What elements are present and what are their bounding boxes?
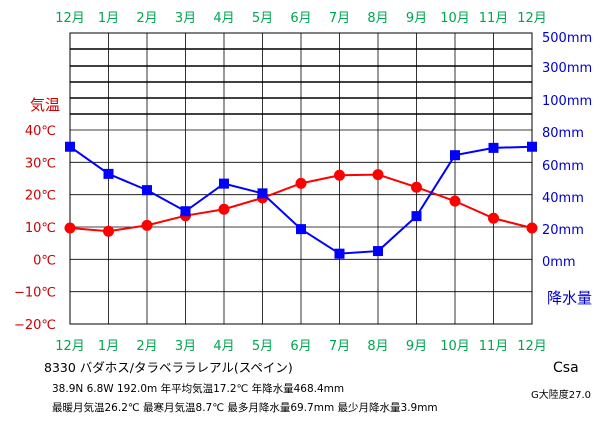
top-month-label: 2月 (136, 11, 157, 26)
bottom-month-label: 9月 (406, 339, 427, 354)
top-month-label: 12月 (55, 11, 85, 26)
left-tick-label: 20℃ (25, 189, 56, 204)
precipitation-point (488, 142, 499, 153)
precipitation-point (450, 150, 460, 161)
precipitation-point (180, 206, 191, 217)
precipitation-point (373, 246, 383, 257)
right-axis: 500mm 300mm 100mm 80mm 60mm 40mm 20mm 0mm 降水量 (542, 31, 592, 307)
temperature-point (526, 222, 538, 234)
left-tick-label: 0℃ (33, 253, 56, 268)
precipitation-point (103, 168, 114, 179)
right-tick-label: 300mm (542, 61, 592, 76)
precipitation-point (219, 178, 229, 189)
bottom-month-label: 11月 (479, 339, 509, 354)
top-month-labels: 12月 1月 2月 3月 4月 5月 6月 7月 8月 9月 10月 11月 12月 (55, 11, 547, 26)
bottom-month-label: 4月 (213, 339, 234, 354)
station-records: 最暖月気温26.2℃ 最寒月気温8.7℃ 最多月降水量69.7mm 最少月降水量… (52, 402, 438, 414)
bottom-month-label: 7月 (329, 339, 350, 354)
precipitation-point (296, 224, 306, 235)
series-layer (64, 141, 538, 259)
top-month-label: 3月 (175, 11, 196, 26)
precipitation-point (65, 141, 75, 152)
bottom-month-label: 5月 (252, 339, 273, 354)
bottom-month-label: 12月 (55, 339, 85, 354)
station-name: 8330 バダホス/タラベララレアル(スペイン) (44, 360, 293, 375)
continentality-index: G大陸度27.0 (531, 390, 592, 401)
right-tick-label: 40mm (542, 191, 584, 206)
top-month-label: 7月 (329, 11, 350, 26)
top-month-label: 4月 (213, 11, 234, 26)
plot-frame (69, 32, 533, 325)
temperature-point (103, 225, 114, 237)
top-month-label: 10月 (440, 11, 470, 26)
bottom-month-label: 2月 (136, 339, 157, 354)
temperature-point (449, 195, 461, 207)
bottom-month-label: 1月 (98, 339, 119, 354)
bottom-month-label: 8月 (367, 339, 388, 354)
right-tick-label: 80mm (542, 126, 584, 141)
left-tick-label: 30℃ (25, 156, 56, 171)
bottom-month-label: 3月 (175, 339, 196, 354)
top-month-label: 11月 (479, 11, 509, 26)
bottom-month-label: 6月 (290, 339, 311, 354)
left-axis: 気温 40℃ 30℃ 20℃ 10℃ 0℃ −10℃ −20℃ (14, 96, 60, 333)
precipitation-point (257, 188, 268, 199)
bottom-month-label: 10月 (440, 339, 470, 354)
station-details: 38.9N 6.8W 192.0m 年平均気温17.2℃ 年降水量468.4mm (52, 383, 345, 395)
top-month-label: 1月 (98, 11, 119, 26)
temperature-point (218, 203, 230, 215)
climate-code: Csa (553, 360, 579, 376)
left-tick-label: 40℃ (25, 124, 56, 139)
bottom-month-labels: 12月 1月 2月 3月 4月 5月 6月 7月 8月 9月 10月 11月 12月 (55, 339, 547, 354)
top-month-label: 8月 (367, 11, 388, 26)
temperature-point (64, 222, 76, 234)
right-tick-label: 500mm (542, 31, 592, 46)
temperature-point (141, 219, 153, 231)
right-tick-label: 100mm (542, 94, 592, 109)
temperature-point (334, 169, 345, 181)
left-tick-label: −20℃ (14, 318, 56, 333)
right-tick-label: 0mm (542, 255, 576, 270)
top-month-label: 6月 (290, 11, 311, 26)
temperature-point (488, 212, 499, 224)
left-axis-title: 気温 (30, 96, 60, 114)
precipitation-point (527, 141, 537, 152)
temperature-point (411, 181, 422, 193)
right-tick-label: 20mm (542, 223, 584, 238)
right-axis-title: 降水量 (547, 289, 592, 307)
top-month-label: 12月 (517, 11, 547, 26)
top-month-label: 9月 (406, 11, 427, 26)
right-tick-label: 60mm (542, 159, 584, 174)
precipitation-point (411, 211, 422, 222)
precipitation-point (142, 185, 152, 196)
left-tick-label: −10℃ (14, 286, 56, 301)
precipitation-point (334, 248, 345, 259)
top-month-label: 5月 (252, 11, 273, 26)
bottom-month-label: 12月 (517, 339, 547, 354)
temperature-point (295, 177, 307, 189)
temperature-point (372, 169, 384, 181)
left-tick-label: 10℃ (25, 221, 56, 236)
